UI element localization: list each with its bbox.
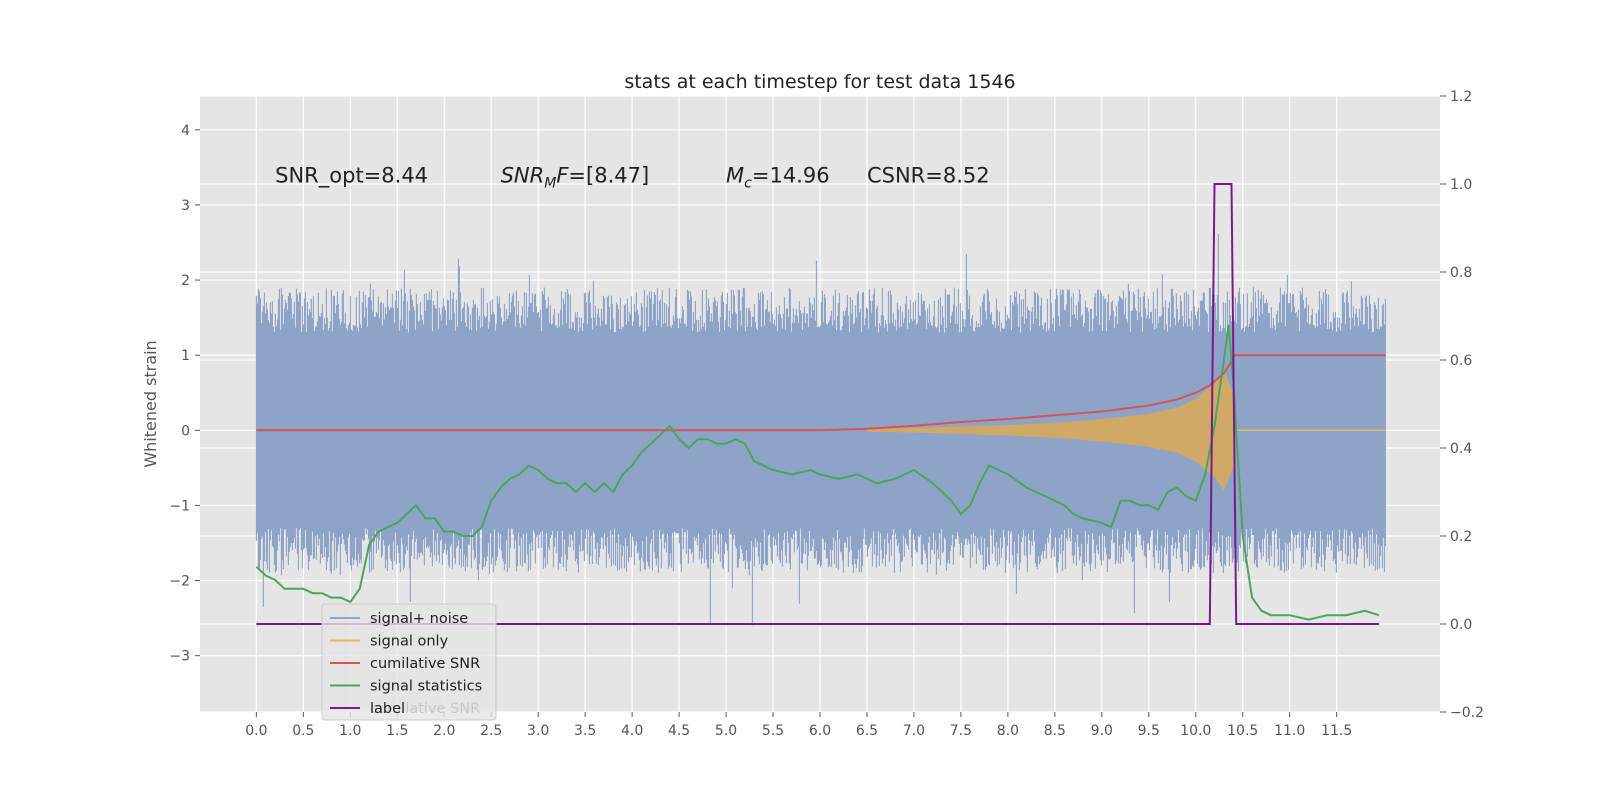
x-tick-label: 8.0 bbox=[997, 723, 1019, 739]
label-line bbox=[256, 183, 1379, 625]
y-right-tick-label: 0.0 bbox=[1450, 617, 1472, 633]
x-tick-label: 9.0 bbox=[1091, 723, 1113, 739]
y-right-tick-label: 0.6 bbox=[1450, 353, 1472, 369]
x-tick-label: 1.0 bbox=[339, 723, 361, 739]
x-tick-label: 7.0 bbox=[903, 723, 925, 739]
x-tick-label: 9.5 bbox=[1138, 723, 1160, 739]
y-right-tick-label: −0.2 bbox=[1450, 705, 1484, 721]
cumilative-snr-line bbox=[256, 354, 1386, 432]
x-tick-label: 11.0 bbox=[1274, 723, 1305, 739]
signal-statistics-line bbox=[255, 324, 1380, 621]
y-right-tick-label: 0.2 bbox=[1450, 529, 1472, 545]
annotation-text: CSNR=8.52 bbox=[867, 163, 990, 187]
legend: cumilative SNR signal+ noise signal only cu… bbox=[321, 603, 497, 721]
annotation-text: SNRMF=[8.47] bbox=[501, 163, 650, 191]
x-tick-label: 5.0 bbox=[715, 723, 737, 739]
y-tick-label: 0 bbox=[181, 423, 190, 439]
x-tick-label: 10.0 bbox=[1180, 723, 1211, 739]
annotation-text: Mc=14.96 bbox=[726, 163, 830, 191]
y-tick-label: 2 bbox=[181, 273, 190, 289]
legend-label: signal statistics bbox=[370, 679, 482, 695]
x-tick-label: 6.0 bbox=[809, 723, 831, 739]
legend-label: signal+ noise bbox=[370, 611, 468, 627]
x-tick-label: 2.5 bbox=[480, 723, 502, 739]
legend-label: label bbox=[370, 701, 405, 717]
annotation-text: SNR_opt=8.44 bbox=[275, 163, 428, 188]
legend-label: cumilative SNR bbox=[370, 656, 480, 672]
y-axis-ticks: −3 −2 −1 0 1 2 3 4 bbox=[169, 123, 200, 665]
y-axis-label: Whitened strain bbox=[141, 340, 160, 467]
y-right-tick-label: 0.4 bbox=[1450, 441, 1472, 457]
y-right-tick-label: 1.2 bbox=[1450, 89, 1472, 105]
x-tick-label: 6.5 bbox=[856, 723, 878, 739]
x-tick-label: 4.5 bbox=[668, 723, 690, 739]
x-tick-label: 7.5 bbox=[950, 723, 972, 739]
y-tick-label: −3 bbox=[169, 649, 190, 665]
y-right-tick-label: 1.0 bbox=[1450, 177, 1472, 193]
x-tick-label: 5.5 bbox=[762, 723, 784, 739]
x-tick-label: 2.0 bbox=[433, 723, 455, 739]
y-tick-label: −1 bbox=[169, 498, 190, 514]
series-lines bbox=[255, 183, 1386, 625]
legend-ghost-text: cumilative SNR bbox=[370, 701, 480, 717]
y-tick-label: −2 bbox=[169, 574, 190, 590]
x-tick-label: 11.5 bbox=[1321, 723, 1352, 739]
chart-title: stats at each timestep for test data 154… bbox=[624, 71, 1015, 93]
x-tick-label: 0.5 bbox=[292, 723, 314, 739]
legend-box bbox=[321, 603, 497, 721]
x-tick-label: 0.0 bbox=[245, 723, 267, 739]
y-tick-label: 3 bbox=[181, 198, 190, 214]
x-axis-ticks: 0.0 0.5 1.0 1.5 2.0 2.5 3.0 3.5 4.0 4.5 5.0 5.5 6.0 6… bbox=[245, 712, 1352, 739]
y-tick-label: 1 bbox=[181, 348, 190, 364]
x-tick-label: 3.0 bbox=[527, 723, 549, 739]
x-tick-label: 10.5 bbox=[1227, 723, 1258, 739]
series-signal-only bbox=[867, 370, 1386, 491]
legend-label: signal only bbox=[370, 634, 449, 650]
x-tick-label: 1.5 bbox=[386, 723, 408, 739]
y-tick-label: 4 bbox=[181, 123, 190, 139]
y-right-tick-label: 0.8 bbox=[1450, 265, 1472, 281]
x-tick-label: 4.0 bbox=[621, 723, 643, 739]
annotations: SNR_opt=8.44 SNRMF=[8.47] Mc=14.96 CSNR=8.5… bbox=[275, 163, 989, 191]
signal-only-envelope bbox=[867, 370, 1236, 491]
y-axis-right-ticks: −0.2 0.0 0.2 0.4 0.6 0.8 1.0 1.2 bbox=[1440, 89, 1484, 721]
x-tick-label: 8.5 bbox=[1044, 723, 1066, 739]
x-tick-label: 3.5 bbox=[574, 723, 596, 739]
